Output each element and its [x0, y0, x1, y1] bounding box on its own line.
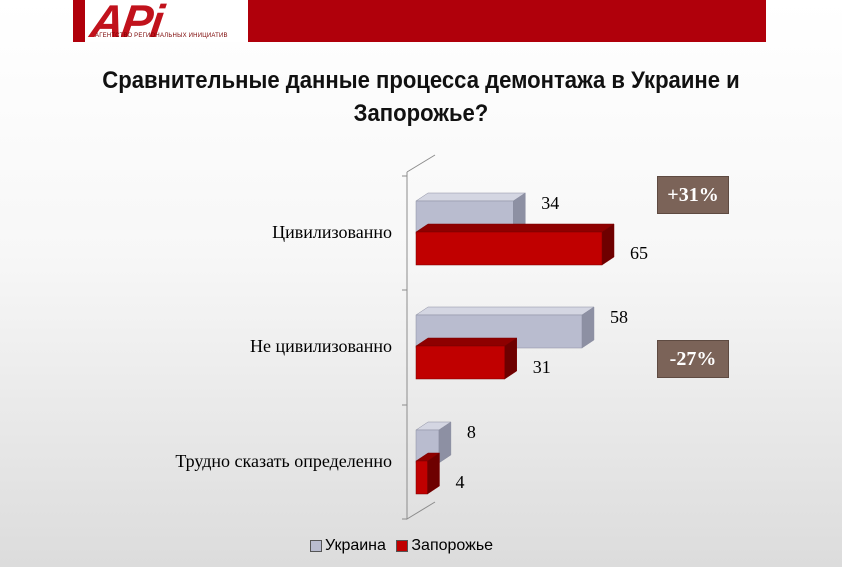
bar-zaporozhye — [415, 452, 441, 495]
value-label-zaporozhye: 4 — [455, 472, 464, 492]
legend: Украина Запорожье — [310, 537, 499, 557]
logo-subtitle: АГЕНТСТВО РЕГИОНАЛЬНЫХ ИНИЦИАТИВ — [95, 33, 228, 39]
category-label: Не цивилизованно — [250, 336, 392, 356]
difference-badge-civilized: +31% — [657, 176, 729, 214]
value-label-zaporozhye: 31 — [533, 357, 551, 377]
value-label-zaporozhye: 65 — [630, 243, 648, 263]
value-label-ukraine: 8 — [467, 422, 476, 442]
bar-zaporozhye — [415, 337, 518, 380]
legend-item-ukraine: Украина — [310, 537, 386, 555]
legend-swatch-ukraine — [310, 540, 322, 552]
legend-label-ukraine: Украина — [325, 537, 386, 554]
logo: APi АГЕНТСТВО РЕГИОНАЛЬНЫХ ИНИЦИАТИВ — [85, 0, 248, 47]
bar-zaporozhye — [415, 223, 615, 266]
chart-title: Сравнительные данные процесса демонтажа … — [102, 67, 740, 127]
legend-item-zaporozhye: Запорожье — [396, 537, 493, 555]
value-label-ukraine: 34 — [541, 193, 559, 213]
legend-label-zaporozhye: Запорожье — [411, 537, 494, 554]
value-label-ukraine: 58 — [610, 307, 628, 327]
category-label: Трудно сказать определенно — [175, 451, 392, 471]
category-label: Цивилизованно — [272, 222, 392, 242]
legend-swatch-zaporozhye — [396, 540, 409, 552]
difference-badge-uncivilized: -27% — [657, 340, 729, 378]
